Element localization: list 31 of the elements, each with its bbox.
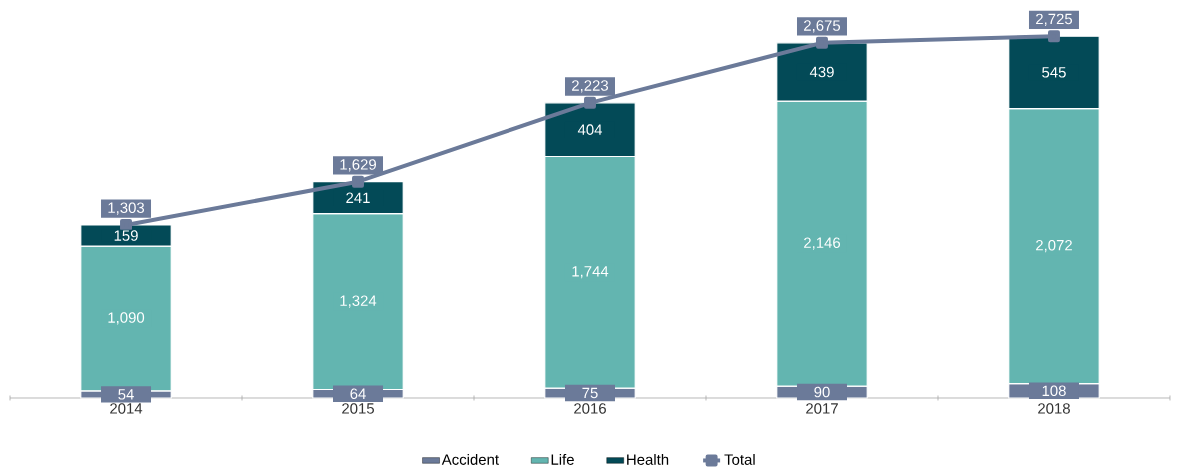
data-label: 2,725 — [1036, 13, 1073, 26]
data-label: 404 — [577, 124, 603, 135]
x-tick-label: 2017 — [806, 403, 838, 414]
data-label: 2,072 — [1036, 239, 1072, 253]
x-tick-label: 2014 — [110, 403, 143, 414]
data-label: 2,675 — [804, 20, 841, 33]
data-label: 241 — [346, 192, 370, 203]
point — [816, 36, 828, 49]
data-label: 1,629 — [340, 159, 376, 172]
legend-label: Health — [627, 453, 669, 465]
legend-label: Total — [724, 453, 755, 465]
data-label: 159 — [114, 230, 138, 241]
data-label: 2,223 — [572, 80, 609, 93]
legend-label: Accident — [441, 453, 499, 465]
data-label: 1,744 — [572, 266, 609, 279]
x-tick-label: 2015 — [342, 403, 374, 414]
data-label: 1,303 — [108, 202, 145, 215]
point — [120, 219, 132, 231]
data-label: 545 — [1042, 67, 1066, 78]
point — [352, 175, 364, 188]
data-label: 439 — [809, 66, 834, 78]
data-label: 1,324 — [340, 295, 377, 308]
x-tick-label: 2016 — [574, 403, 606, 414]
data-label: 1,090 — [108, 312, 145, 325]
point — [584, 96, 596, 109]
point — [1048, 30, 1060, 43]
data-label: 108 — [1042, 385, 1066, 397]
data-label: 90 — [814, 386, 830, 398]
data-label: 2,146 — [804, 237, 841, 250]
x-tick-label: 2018 — [1038, 403, 1070, 414]
legend-label: Life — [551, 453, 574, 465]
